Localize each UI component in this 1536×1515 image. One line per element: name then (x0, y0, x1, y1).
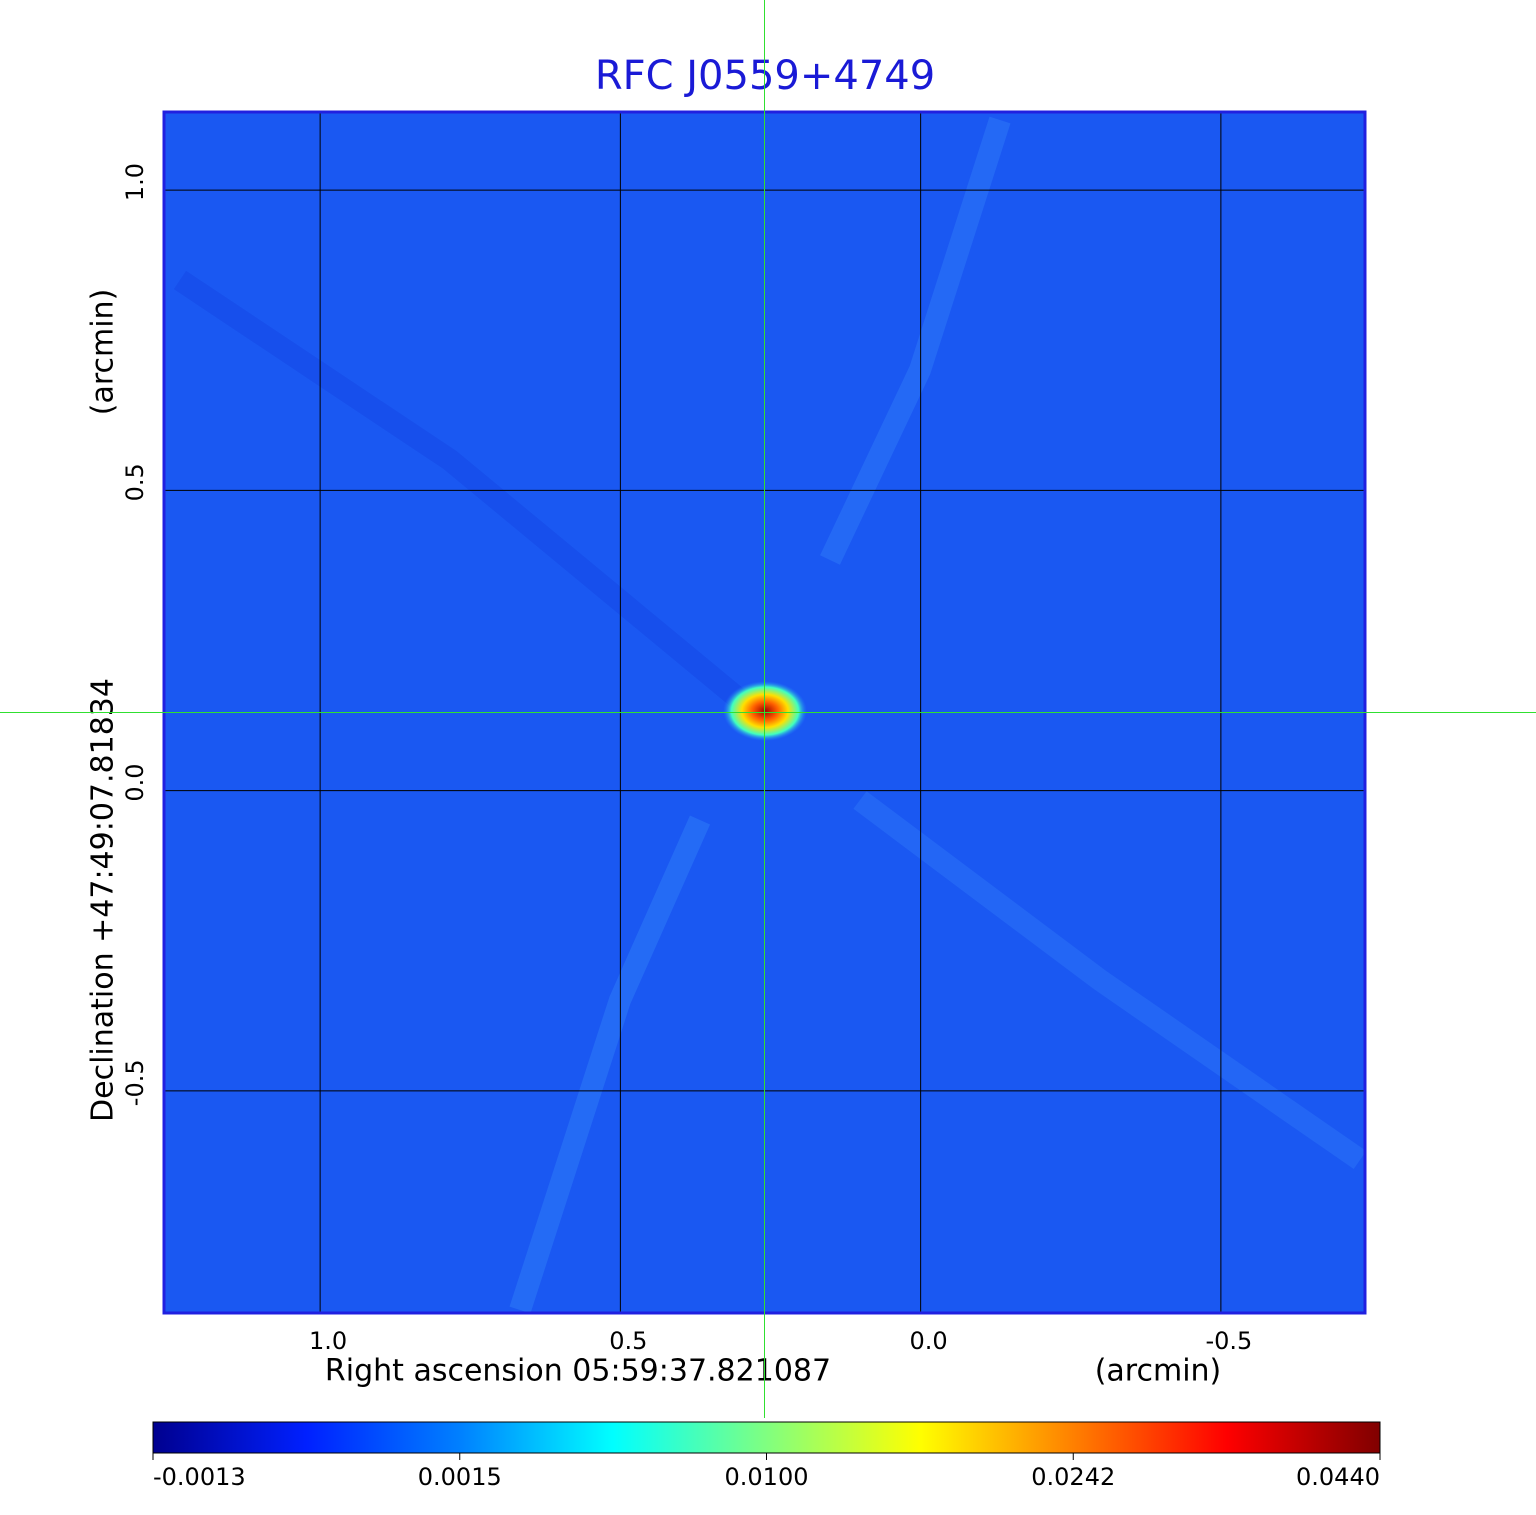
y-tick-label: 0.0 (121, 763, 149, 801)
x-tick-label: 1.0 (309, 1327, 347, 1355)
y-tick-label: 0.5 (121, 463, 149, 501)
x-axis-unit: (arcmin) (1095, 1354, 1222, 1389)
colorbar-tick-label: 0.0100 (725, 1463, 809, 1491)
colorbar-tick-label: 0.0015 (418, 1463, 502, 1491)
y-axis-label: Declination +47:49:07.81834 (86, 678, 121, 1122)
colorbar-tick-label: -0.0013 (153, 1463, 246, 1491)
x-tick-label: 0.5 (609, 1327, 647, 1355)
y-tick-label: -0.5 (121, 1059, 149, 1106)
y-tick-label: 1.0 (121, 163, 149, 201)
y-axis-unit: (arcmin) (86, 289, 121, 416)
colorbar (152, 1421, 1381, 1454)
x-axis-label: Right ascension 05:59:37.821087 (325, 1354, 831, 1389)
colorbar-tick-label: 0.0242 (1031, 1463, 1115, 1491)
x-tick-label: -0.5 (1205, 1327, 1252, 1355)
colorbar-tick-label: 0.0440 (1296, 1463, 1380, 1491)
x-tick-label: 0.0 (910, 1327, 948, 1355)
